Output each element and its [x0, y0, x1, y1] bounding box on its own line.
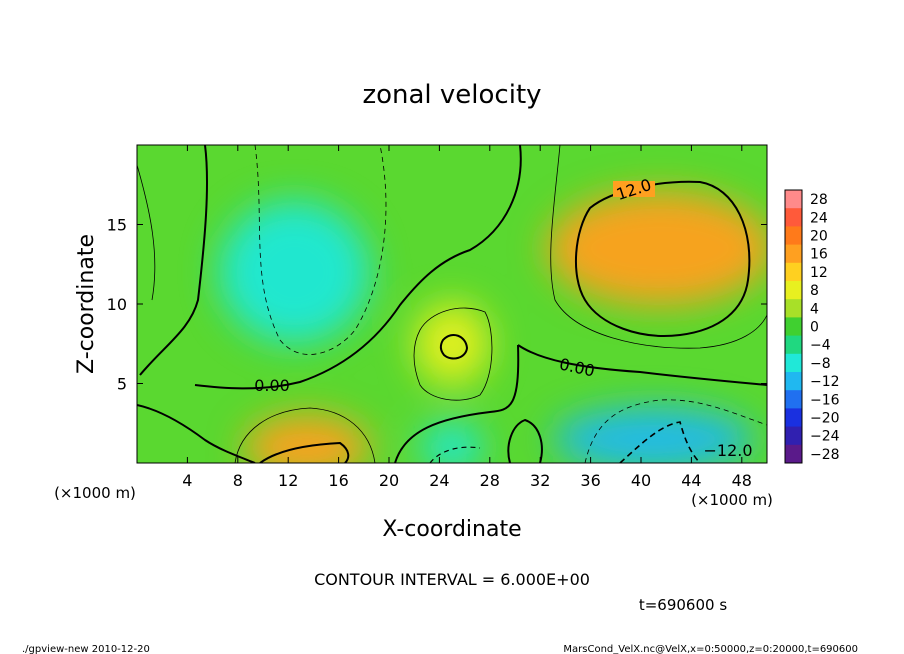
x-axis-label: X-coordinate — [382, 517, 521, 542]
x-tick-label: 16 — [328, 471, 348, 490]
colorbar-swatch — [785, 444, 802, 464]
contour-12-upper — [575, 180, 751, 337]
contour-label-neg12: −12.0 — [703, 441, 752, 460]
z-axis-label: Z-coordinate — [74, 234, 99, 374]
x-axis: 4 8 12 16 20 24 28 32 36 40 44 48 — [182, 145, 752, 490]
x-tick-label: 44 — [681, 471, 701, 490]
colorbar-swatch — [785, 208, 802, 227]
z-tick-label: 10 — [107, 295, 127, 314]
plot-area — [137, 145, 767, 463]
colorbar-label: 8 — [810, 283, 819, 299]
z-tick-label: 15 — [107, 216, 127, 235]
colorbar-label: 16 — [810, 247, 828, 263]
colorbar-label: −12 — [810, 374, 840, 390]
colorbar-swatch — [785, 335, 802, 355]
contour-neg6-right — [584, 399, 767, 463]
colorbar-label: 12 — [810, 265, 828, 281]
colorbar-swatch — [785, 262, 802, 282]
contour-label-0-left: 0.00 — [254, 376, 290, 395]
field-feature — [414, 302, 490, 386]
colorbar-swatch — [785, 372, 802, 391]
colorbar-swatch — [785, 390, 802, 409]
z-axis: 5 10 15 — [107, 216, 767, 394]
colorbar-swatch — [785, 317, 802, 337]
x-tick-label: 20 — [379, 471, 399, 490]
x-tick-label: 12 — [278, 471, 298, 490]
field-feature — [546, 191, 767, 306]
colorbar-label: −16 — [810, 392, 840, 408]
colorbar-swatch — [785, 408, 802, 428]
time-label: t=690600 s — [639, 596, 727, 614]
colorbar-swatch — [785, 244, 802, 264]
colorbar-label: −8 — [810, 356, 831, 372]
colorbar-swatch — [785, 426, 802, 446]
field-feature — [244, 415, 371, 463]
contour-lines — [137, 145, 767, 463]
x-tick-label: 40 — [631, 471, 651, 490]
contour-6-left — [137, 164, 156, 301]
contour-0-right — [517, 344, 767, 386]
footer-program: ./gpview-new 2010-12-20 — [22, 644, 150, 654]
field-feature — [420, 423, 484, 463]
colorbar-swatch — [785, 299, 802, 318]
z-tick-label: 5 — [117, 375, 127, 394]
contour-0-bottom — [394, 344, 520, 463]
colorbar-label: 20 — [810, 229, 828, 245]
footer-file: MarsCond_VelX.nc@VelX,x=0:50000,z=0:2000… — [563, 644, 858, 654]
contour-neg6-upper — [254, 145, 387, 355]
contour-neg6-center — [429, 446, 481, 463]
x-unit-left: (×1000 m) — [54, 484, 136, 502]
x-tick-label: 4 — [182, 471, 192, 490]
colorbar-label: 24 — [810, 210, 828, 226]
x-tick-label: 28 — [480, 471, 500, 490]
colorbar: 28 24 20 16 12 8 4 0 −4 −8 −12 −16 −20 −24 −28 — [784, 189, 840, 464]
velocity-field — [218, 191, 767, 463]
contour-local-max — [439, 333, 469, 360]
colorbar-swatch — [785, 353, 802, 373]
field-feature — [218, 200, 371, 344]
contour-interval: CONTOUR INTERVAL = 6.000E+00 — [314, 570, 590, 589]
contour-0-left — [139, 145, 209, 376]
contour-0-lowleft — [137, 404, 256, 463]
x-tick-label: 32 — [530, 471, 550, 490]
contour-6-center — [413, 307, 493, 401]
contour-6-right — [550, 145, 767, 349]
colorbar-label: −28 — [810, 447, 840, 463]
colorbar-swatch — [785, 226, 802, 246]
colorbar-swatch — [785, 190, 802, 209]
contour-0-mid — [194, 145, 522, 390]
contour-12-lower — [259, 441, 350, 463]
colorbar-label: −4 — [810, 338, 831, 354]
contour-label-group: 12.0 0.00 0.00 −12.0 — [254, 175, 752, 460]
contour-label-bg — [613, 181, 655, 197]
chart-title: zonal velocity — [362, 80, 541, 110]
x-tick-label: 36 — [580, 471, 600, 490]
x-unit-right: (×1000 m) — [691, 491, 773, 509]
colorbar-label: −20 — [810, 411, 840, 427]
x-tick-label: 24 — [429, 471, 449, 490]
field-feature — [552, 407, 755, 463]
contour-neg12 — [619, 421, 701, 463]
x-tick-label: 48 — [732, 471, 752, 490]
contour-0-lower-center — [507, 418, 543, 463]
colorbar-swatch — [785, 281, 802, 300]
colorbar-frame — [784, 189, 803, 464]
colorbar-label: 0 — [810, 320, 819, 336]
colorbar-label: 4 — [810, 301, 819, 317]
colorbar-label: 28 — [810, 192, 828, 208]
colorbar-label: −24 — [810, 429, 840, 445]
contour-6-lower — [234, 407, 376, 463]
x-tick-label: 8 — [233, 471, 243, 490]
